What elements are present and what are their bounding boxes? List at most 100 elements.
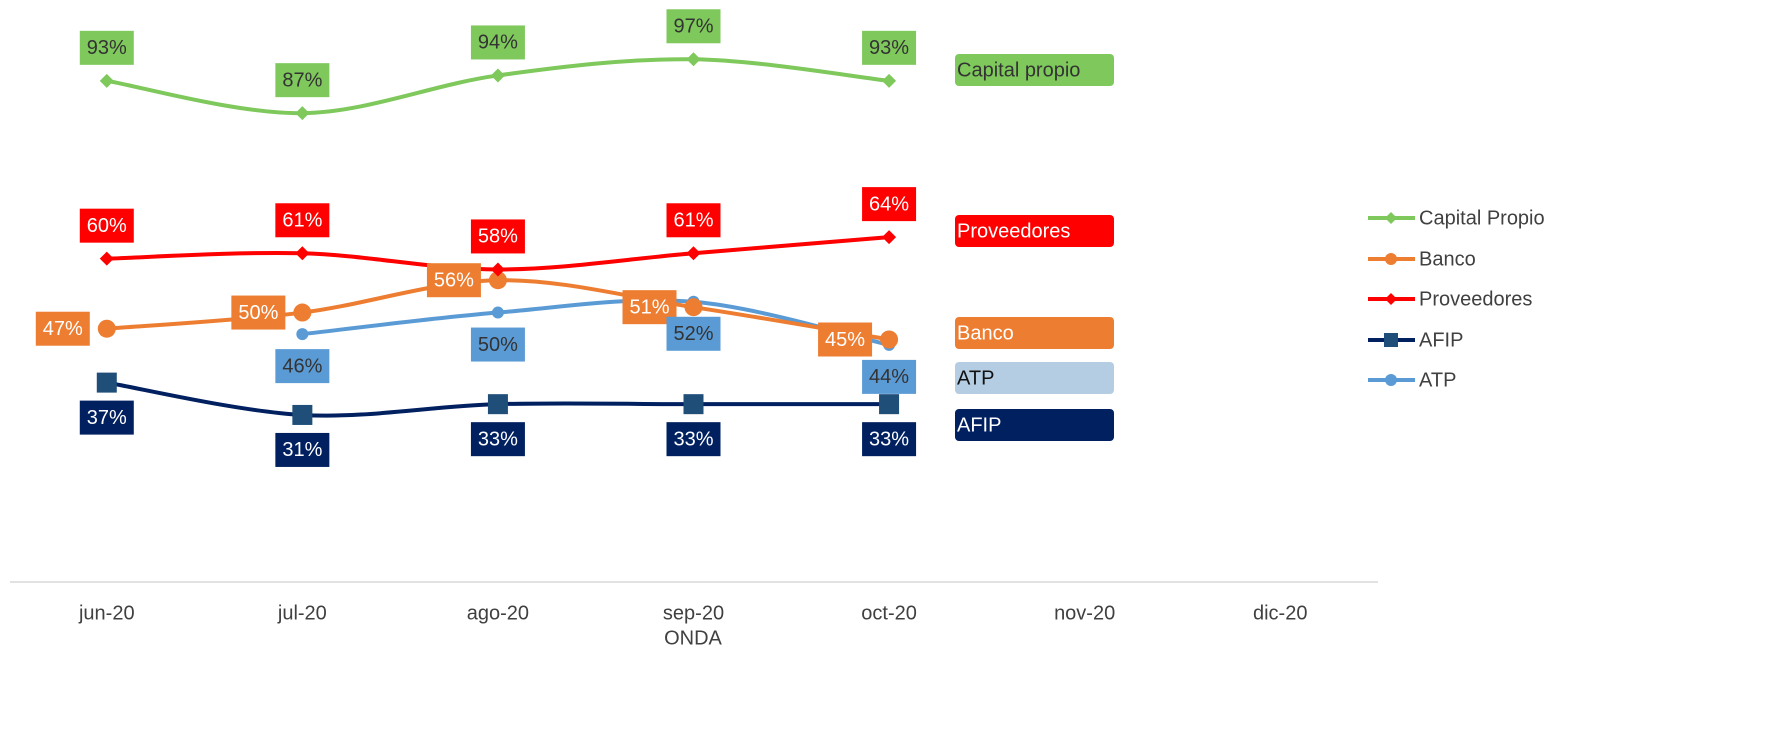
data-label-box	[426, 263, 481, 298]
data-label: 46%	[282, 355, 322, 377]
data-label-box	[275, 432, 330, 467]
data-label: 50%	[478, 334, 518, 356]
data-label: 56%	[434, 270, 474, 292]
x-axis-label: ONDA	[664, 627, 722, 649]
data-label: 64%	[869, 193, 909, 215]
data-point	[686, 52, 701, 67]
data-label: 51%	[629, 296, 669, 318]
x-tick-label: jul-20	[277, 602, 327, 624]
x-tick-label: dic-20	[1253, 602, 1307, 624]
data-label-box	[470, 25, 525, 60]
legend-marker	[1384, 333, 1398, 347]
data-label-box	[470, 327, 525, 362]
data-label: 37%	[87, 407, 127, 429]
legend-label: AFIP	[1419, 329, 1463, 351]
data-label: 45%	[825, 329, 865, 351]
legend-marker	[1385, 293, 1397, 305]
x-tick-label: sep-20	[663, 602, 724, 624]
data-label: 33%	[869, 428, 909, 450]
data-label: 31%	[282, 439, 322, 461]
data-label-box	[666, 316, 721, 351]
series-tag: Capital propio	[957, 59, 1080, 81]
series-tag-box	[955, 215, 1114, 247]
data-point	[882, 73, 897, 88]
data-point	[684, 298, 703, 317]
series-tag: Banco	[957, 322, 1014, 344]
data-point	[296, 328, 309, 341]
data-point	[490, 262, 505, 277]
legend-label: ATP	[1419, 369, 1456, 391]
data-label-box	[275, 63, 330, 98]
data-label-box	[666, 9, 721, 44]
data-point	[99, 73, 114, 88]
data-label: 93%	[87, 37, 127, 59]
series-tag-box	[955, 317, 1114, 349]
data-point	[491, 306, 504, 319]
legend-marker	[1385, 374, 1397, 386]
data-label: 58%	[478, 226, 518, 248]
data-point	[686, 246, 701, 261]
legend-label: Capital Propio	[1419, 207, 1545, 229]
data-label: 33%	[478, 428, 518, 450]
data-point	[487, 394, 508, 415]
x-tick-label: ago-20	[467, 602, 529, 624]
data-label: 44%	[869, 366, 909, 388]
data-point	[295, 106, 310, 121]
data-label: 47%	[43, 318, 83, 340]
data-label: 52%	[673, 323, 713, 345]
data-point	[880, 330, 899, 349]
data-point	[96, 372, 117, 393]
data-label: 94%	[478, 32, 518, 54]
series-tag-box	[955, 362, 1114, 394]
data-label: 61%	[282, 210, 322, 232]
data-point	[882, 230, 897, 245]
data-point	[488, 271, 507, 290]
data-label-box	[470, 219, 525, 254]
data-label-box	[35, 311, 90, 346]
data-label-box	[79, 208, 134, 243]
data-label-box	[666, 203, 721, 238]
data-label-box	[862, 30, 917, 65]
series-tag: ATP	[957, 367, 994, 389]
data-label-box	[275, 203, 330, 238]
data-label-box	[862, 422, 917, 457]
x-tick-label: oct-20	[861, 602, 917, 624]
data-label-box	[231, 295, 286, 330]
legend-label: Banco	[1419, 248, 1476, 270]
legend-marker	[1385, 212, 1397, 224]
data-label: 93%	[869, 37, 909, 59]
data-label-box	[818, 322, 873, 357]
data-point	[879, 394, 900, 415]
series-tag: AFIP	[957, 414, 1001, 436]
data-point	[99, 251, 114, 266]
data-label: 33%	[673, 428, 713, 450]
data-point	[293, 303, 312, 322]
data-label: 97%	[673, 16, 713, 38]
data-label: 50%	[238, 302, 278, 324]
x-tick-label: nov-20	[1054, 602, 1115, 624]
data-point	[490, 68, 505, 83]
series-tag: Proveedores	[957, 220, 1070, 242]
legend-label: Proveedores	[1419, 288, 1532, 310]
data-label: 60%	[87, 215, 127, 237]
legend-marker	[1385, 253, 1397, 265]
series-line	[300, 298, 892, 347]
data-label: 61%	[673, 210, 713, 232]
data-label-box	[862, 187, 917, 222]
data-point	[683, 394, 704, 415]
series-line	[104, 57, 892, 116]
data-point	[295, 246, 310, 261]
data-point	[97, 319, 116, 338]
data-label-box	[275, 349, 330, 384]
series-tag-box	[955, 54, 1114, 86]
data-label-box	[470, 422, 525, 457]
data-label-box	[79, 30, 134, 65]
data-point	[292, 404, 313, 425]
x-tick-label: jun-20	[78, 602, 135, 624]
data-label-box	[666, 422, 721, 457]
data-label-box	[862, 359, 917, 394]
series-tag-box	[955, 409, 1114, 441]
data-label: 87%	[282, 69, 322, 91]
data-label-box	[79, 400, 134, 435]
